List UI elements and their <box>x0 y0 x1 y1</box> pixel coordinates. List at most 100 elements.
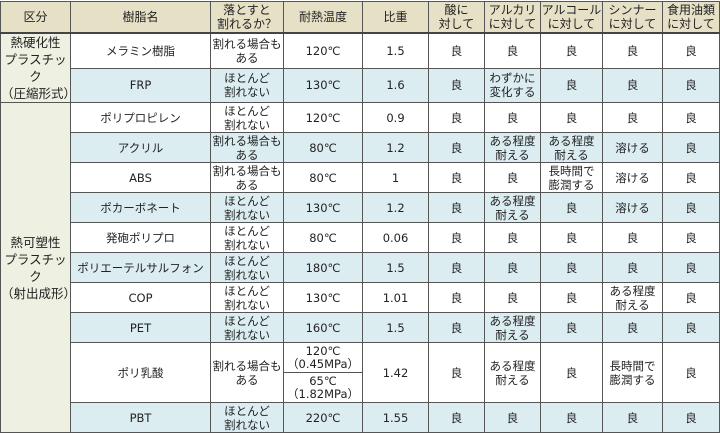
alkali-resistance-cell: 良 <box>484 162 541 193</box>
alcohol-resistance-cell: 良 <box>540 32 603 69</box>
resin-name-cell: ポリプロピレン <box>70 102 211 133</box>
alkali-resistance-cell: 良 <box>484 252 541 283</box>
alcohol-resistance-cell: 良 <box>540 67 603 104</box>
alkali-resistance-cell: ある程度 耐える <box>484 342 541 403</box>
resin-name-cell: メラミン樹脂 <box>70 32 211 69</box>
heat-resistance-cell: 130℃ <box>283 67 363 104</box>
heat-resistance-cell: 80℃ <box>283 132 363 163</box>
drop-break-cell: 割れる場合も ある <box>210 342 284 403</box>
specific-gravity-cell: 1.5 <box>362 252 429 283</box>
resin-name-cell: ABS <box>70 162 211 193</box>
heat-resistance-value: 120℃ （0.45MPa） <box>284 344 362 373</box>
drop-break-cell: ほとんど 割れない <box>210 102 284 133</box>
header-row: 区分 樹脂名 落とすと 割れるか？ 耐熱温度 比重 酸に 対して アルカリ に対して アルコー… <box>0 1 720 34</box>
heat-resistance-cell: 180℃ <box>283 252 363 283</box>
heat-resistance-cell: 80℃ <box>283 222 363 253</box>
alkali-resistance-cell: 良 <box>484 402 541 433</box>
oil-resistance-cell: 良 <box>662 67 720 104</box>
oil-resistance-cell: 良 <box>662 162 720 193</box>
acid-resistance-cell: 良 <box>428 342 485 403</box>
header-alkali: アルカリ に対して <box>484 1 541 34</box>
resin-name-cell: ポリエーテルサルフォン <box>70 252 211 283</box>
thinner-resistance-cell: 良 <box>602 312 663 343</box>
resin-name-cell: PBT <box>70 402 211 433</box>
oil-resistance-cell: 良 <box>662 252 720 283</box>
acid-resistance-cell: 良 <box>428 162 485 193</box>
thinner-resistance-cell: 良 <box>602 222 663 253</box>
acid-resistance-cell: 良 <box>428 32 485 69</box>
resin-name-cell: ポカーボネート <box>70 192 211 223</box>
thinner-resistance-cell: 溶ける <box>602 162 663 193</box>
oil-resistance-cell: 良 <box>662 192 720 223</box>
table-row: 熱可塑性 プラスチック （射出成形） ポリプロピレン ほとんど 割れない 120℃ 0.… <box>0 102 720 433</box>
specific-gravity-cell: 1.6 <box>362 67 429 104</box>
specific-gravity-cell: 1.2 <box>362 192 429 223</box>
alkali-resistance-cell: ある程度 耐える <box>484 132 541 163</box>
heat-resistance-cell: 120℃ <box>283 102 363 133</box>
drop-break-cell: ほとんど 割れない <box>210 402 284 433</box>
specific-gravity-cell: 0.9 <box>362 102 429 133</box>
table-row: PET ほとんど 割れない 160℃ 1.5 良ある程度 耐える良良良 <box>1 312 720 343</box>
specific-gravity-cell: 1.55 <box>362 402 429 433</box>
category-cell: 熱可塑性 プラスチック （射出成形） <box>0 102 71 433</box>
table-row: FRP ほとんど 割れない 130℃ 1.6 良わずかに 変化する良良良 <box>1 67 720 104</box>
resin-name-cell: COP <box>70 282 211 313</box>
specific-gravity-cell: 1 <box>362 162 429 193</box>
drop-break-cell: ほとんど 割れない <box>210 282 284 313</box>
specific-gravity-cell: 1.01 <box>362 282 429 313</box>
alcohol-resistance-cell: 良 <box>540 282 603 313</box>
drop-break-cell: ほとんど 割れない <box>210 252 284 283</box>
table-row: ポリ乳酸 割れる場合も ある 120℃ （0.45MPa） 65℃ （1.82MPa）… <box>1 342 720 403</box>
acid-resistance-cell: 良 <box>428 222 485 253</box>
alkali-resistance-cell: 良 <box>484 282 541 313</box>
table-row: 発砲ポリプロ ほとんど 割れない 80℃ 0.06 良良良良良 <box>1 222 720 253</box>
table-row: PBT ほとんど 割れない 220℃ 1.55 良良良良良 <box>1 402 720 433</box>
oil-resistance-cell: 良 <box>662 312 720 343</box>
drop-break-cell: ほとんど 割れない <box>210 312 284 343</box>
alcohol-resistance-cell: 良 <box>540 312 603 343</box>
oil-resistance-cell: 良 <box>662 132 720 163</box>
drop-break-cell: ほとんど 割れない <box>210 192 284 223</box>
table-row: ABS 割れる場合も ある 80℃ 1 良良長時間で 膨潤する 溶ける良 <box>1 162 720 193</box>
alcohol-resistance-cell: ある程度 耐える <box>540 132 603 163</box>
specific-gravity-cell: 1.2 <box>362 132 429 163</box>
alcohol-resistance-cell: 良 <box>540 342 603 403</box>
alcohol-resistance-cell: 長時間で 膨潤する <box>540 162 603 193</box>
heat-resistance-value: 65℃ （1.82MPa） <box>287 373 359 401</box>
category-cell: 熱硬化性 プラスチック （圧縮形式） <box>0 32 71 103</box>
alkali-resistance-cell: わずかに 変化する <box>484 67 541 104</box>
acid-resistance-cell: 良 <box>428 102 485 133</box>
header-resin-name: 樹脂名 <box>70 1 211 34</box>
thinner-resistance-cell: 良 <box>602 402 663 433</box>
header-drop-break: 落とすと 割れるか？ <box>210 1 284 34</box>
specific-gravity-cell: 1.42 <box>362 342 429 403</box>
alcohol-resistance-cell: 良 <box>540 252 603 283</box>
specific-gravity-cell: 0.06 <box>362 222 429 253</box>
alcohol-resistance-cell: 良 <box>540 102 603 133</box>
oil-resistance-cell: 良 <box>662 32 720 69</box>
heat-resistance-cell: 130℃ <box>283 282 363 313</box>
drop-break-cell: 割れる場合も ある <box>210 132 284 163</box>
acid-resistance-cell: 良 <box>428 402 485 433</box>
alkali-resistance-cell: ある程度 耐える <box>484 192 541 223</box>
alcohol-resistance-cell: 良 <box>540 192 603 223</box>
heat-resistance-cell: 220℃ <box>283 402 363 433</box>
header-acid: 酸に 対して <box>428 1 485 34</box>
table-row: ポリエーテルサルフォン ほとんど 割れない 180℃ 1.5 良良良良良 <box>1 252 720 283</box>
table-row: アクリル 割れる場合も ある 80℃ 1.2 良ある程度 耐える ある程度 耐える 溶ける良 <box>1 132 720 163</box>
acid-resistance-cell: 良 <box>428 132 485 163</box>
thinner-resistance-cell: 良 <box>602 67 663 104</box>
header-category: 区分 <box>0 1 71 34</box>
alcohol-resistance-cell: 良 <box>540 402 603 433</box>
thinner-resistance-cell: 溶ける <box>602 192 663 223</box>
resin-name-cell: FRP <box>70 67 211 104</box>
resin-name-cell: 発砲ポリプロ <box>70 222 211 253</box>
heat-resistance-cell: 130℃ <box>283 192 363 223</box>
alkali-resistance-cell: 良 <box>484 102 541 133</box>
drop-break-cell: 割れる場合も ある <box>210 32 284 69</box>
alkali-resistance-cell: 良 <box>484 32 541 69</box>
oil-resistance-cell: 良 <box>662 342 720 403</box>
resin-name-cell: PET <box>70 312 211 343</box>
header-edible-oil: 食用油類 に対して <box>662 1 720 34</box>
table-row: COP ほとんど 割れない 130℃ 1.01 良良良ある程度 耐える良 <box>1 282 720 313</box>
